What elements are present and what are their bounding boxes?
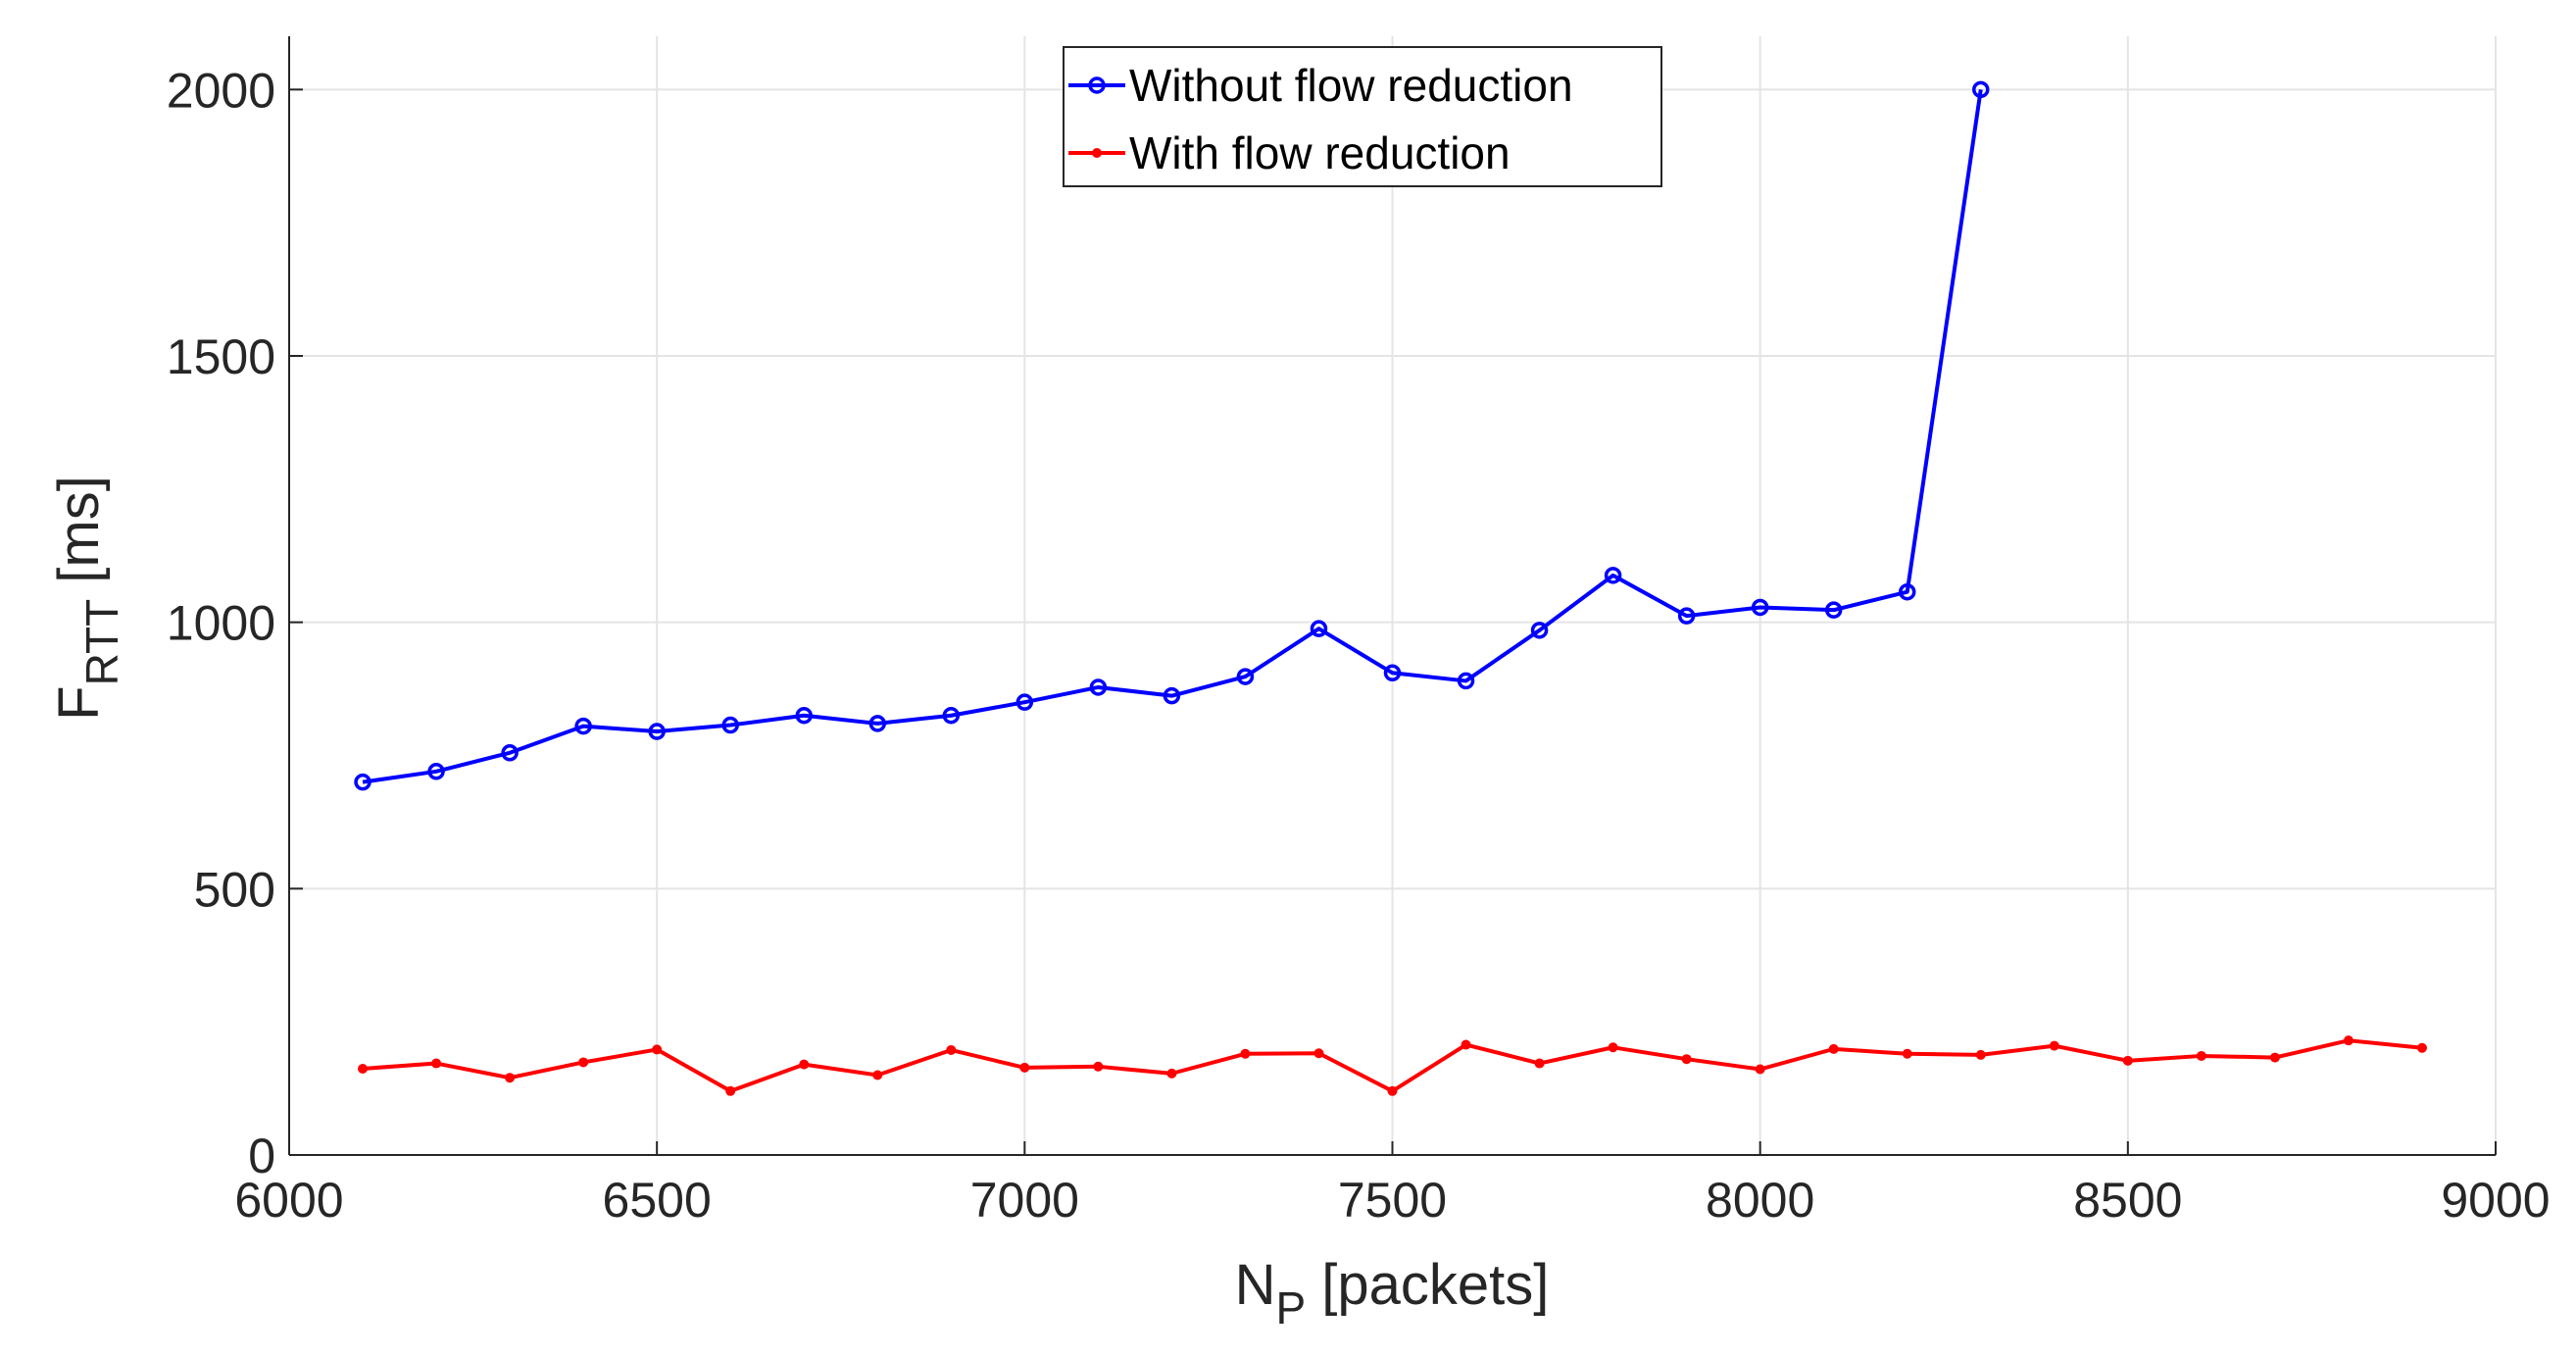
data-point <box>1902 1048 1912 1059</box>
data-point <box>1019 1062 1030 1073</box>
data-point <box>2343 1035 2353 1046</box>
data-point <box>2122 1055 2133 1066</box>
data-point <box>1604 567 1622 584</box>
data-point <box>1310 620 1328 637</box>
legend-swatch-marker-0 <box>1088 76 1106 94</box>
data-point <box>1530 622 1549 639</box>
y-tick-label: 500 <box>194 862 275 917</box>
data-point <box>946 1044 957 1055</box>
data-point <box>1534 1058 1545 1069</box>
legend-box <box>1063 46 1662 187</box>
data-point <box>427 763 445 780</box>
data-point <box>578 1057 589 1068</box>
data-point <box>1016 693 1034 711</box>
y-axis-label: FRTT [ms] <box>47 476 127 721</box>
data-point <box>799 1059 810 1070</box>
legend: Without flow reduction With flow reducti… <box>1063 46 1662 187</box>
data-point <box>431 1058 442 1069</box>
data-point <box>1093 1061 1104 1072</box>
y-axis-label-main: F <box>47 685 111 720</box>
data-point <box>1751 598 1769 617</box>
data-point <box>942 707 961 725</box>
data-point <box>2416 1042 2427 1053</box>
data-point <box>1089 678 1108 696</box>
x-tick-label: 6500 <box>603 1173 712 1228</box>
data-point <box>1828 1043 1839 1054</box>
y-ticks: 0 500 1000 1500 2000 <box>167 63 303 1183</box>
series-layer <box>354 80 2427 1096</box>
data-point <box>1383 664 1402 682</box>
x-ticks: 6000 6500 7000 7500 8000 8500 9000 <box>234 1141 2551 1228</box>
x-axis-label: NP [packets] <box>1235 1253 1550 1333</box>
data-point <box>2049 1040 2059 1051</box>
data-point <box>1166 1068 1177 1079</box>
data-point <box>1972 80 1990 99</box>
data-point <box>725 1085 736 1096</box>
series-line-0 <box>362 89 1983 784</box>
data-point <box>1387 1085 1398 1096</box>
data-point <box>358 1063 369 1074</box>
data-point <box>501 744 519 762</box>
y-axis-label-sub: RTT <box>76 599 127 686</box>
x-axis-label-rest: [packets] <box>1306 1253 1549 1317</box>
data-point <box>1755 1064 1765 1075</box>
data-point <box>648 723 666 740</box>
data-point <box>1898 582 1916 601</box>
y-tick-label: 1000 <box>167 596 275 651</box>
data-point <box>1681 1054 1692 1065</box>
x-tick-label: 8500 <box>2073 1173 2182 1228</box>
data-point <box>795 707 813 725</box>
legend-label-0: Without flow reduction <box>1129 60 1573 111</box>
y-tick-label: 1500 <box>167 329 275 384</box>
data-point <box>1457 672 1475 690</box>
data-point <box>1163 686 1181 705</box>
data-point <box>574 717 592 735</box>
data-point <box>1975 1049 1986 1060</box>
x-tick-label: 7500 <box>1338 1173 1447 1228</box>
data-point <box>1677 607 1696 625</box>
x-tick-label: 6000 <box>234 1173 343 1228</box>
x-tick-label: 8000 <box>1706 1173 1814 1228</box>
data-point <box>505 1073 516 1083</box>
x-axis-label-sub: P <box>1275 1282 1306 1333</box>
legend-swatch-marker-1 <box>1092 148 1102 158</box>
legend-entry-1: With flow reduction <box>1068 127 1511 178</box>
legend-entry-0: Without flow reduction <box>1068 60 1573 111</box>
data-point <box>2196 1050 2206 1061</box>
y-axis-label-rest: [ms] <box>47 476 111 599</box>
data-point <box>354 773 372 791</box>
data-point <box>1240 1048 1251 1059</box>
x-tick-label: 9000 <box>2441 1173 2550 1228</box>
data-point <box>872 1070 883 1080</box>
data-point <box>1824 601 1843 619</box>
x-tick-label: 7000 <box>970 1173 1079 1228</box>
data-point <box>1236 668 1255 685</box>
data-point <box>1313 1048 1324 1059</box>
data-point <box>868 715 887 732</box>
data-point <box>1461 1039 1471 1050</box>
x-axis-label-main: N <box>1235 1253 1276 1317</box>
legend-label-1: With flow reduction <box>1129 127 1511 178</box>
y-tick-label: 0 <box>248 1129 275 1183</box>
data-point <box>1608 1042 1618 1053</box>
data-point <box>2269 1052 2280 1063</box>
data-point <box>652 1044 663 1055</box>
data-point <box>721 716 739 734</box>
y-tick-label: 2000 <box>167 63 275 118</box>
